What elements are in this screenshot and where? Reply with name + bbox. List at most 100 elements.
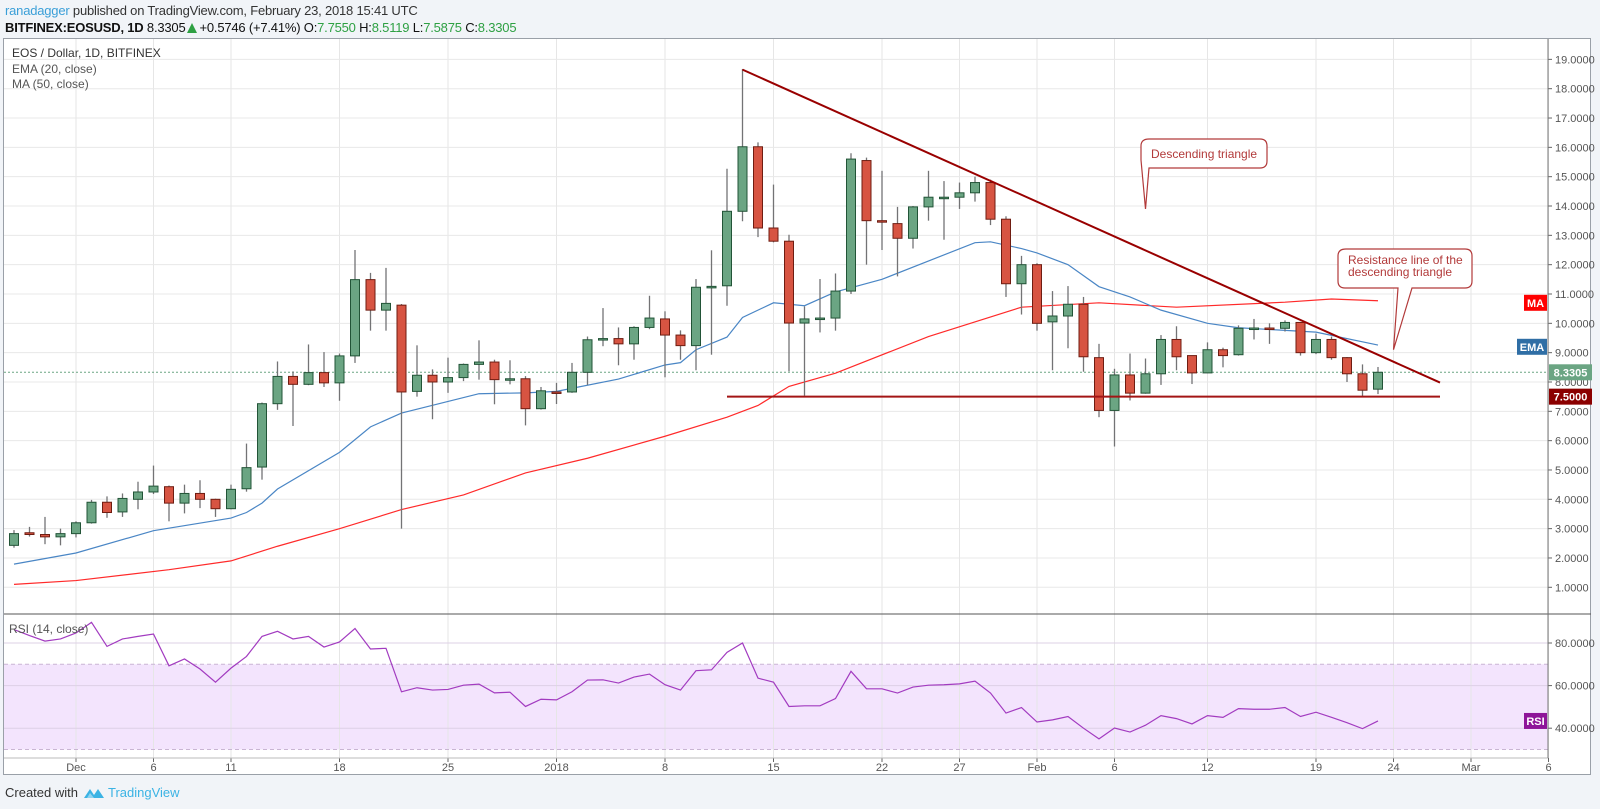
candle-down[interactable] bbox=[1078, 303, 1089, 358]
candle-up[interactable] bbox=[582, 339, 593, 373]
candle-down[interactable] bbox=[1094, 357, 1104, 411]
candle-down[interactable] bbox=[1001, 218, 1011, 285]
candle-up[interactable] bbox=[1202, 349, 1213, 374]
candle-up[interactable] bbox=[1233, 327, 1244, 356]
candle-up[interactable] bbox=[737, 146, 748, 212]
candle-up[interactable] bbox=[133, 491, 143, 500]
candle-down[interactable] bbox=[520, 378, 531, 410]
candle-down[interactable] bbox=[1187, 355, 1197, 374]
candle-down[interactable] bbox=[24, 532, 35, 536]
candle-up[interactable] bbox=[536, 390, 546, 410]
candle-up[interactable] bbox=[412, 374, 422, 392]
candle-down[interactable] bbox=[1342, 357, 1352, 375]
candle-down[interactable] bbox=[768, 227, 779, 242]
candle-down[interactable] bbox=[489, 361, 500, 381]
candle-down[interactable] bbox=[892, 223, 903, 239]
candle-up[interactable] bbox=[257, 403, 267, 468]
annotation-callout[interactable] bbox=[1140, 138, 1268, 209]
candle-up[interactable] bbox=[334, 355, 345, 384]
candle-down[interactable] bbox=[985, 182, 996, 220]
candle-up[interactable] bbox=[241, 467, 252, 490]
candle-down[interactable] bbox=[1357, 373, 1368, 391]
candle-up[interactable] bbox=[939, 196, 949, 200]
chart-frame[interactable] bbox=[3, 38, 1591, 775]
candle-up[interactable] bbox=[1140, 373, 1151, 394]
candle-up[interactable] bbox=[706, 285, 717, 289]
candle-up[interactable] bbox=[1063, 303, 1073, 317]
rsi-legend[interactable]: RSI (14, close) bbox=[9, 622, 89, 636]
candle-up[interactable] bbox=[799, 318, 810, 324]
candle-up[interactable] bbox=[474, 361, 484, 365]
candle-down[interactable] bbox=[102, 501, 112, 514]
candle-up[interactable] bbox=[71, 522, 81, 535]
author-link[interactable]: ranadagger bbox=[5, 3, 70, 18]
candle-down[interactable] bbox=[1171, 338, 1182, 358]
candle-down[interactable] bbox=[861, 160, 872, 222]
candle-up[interactable] bbox=[350, 279, 360, 357]
candle-down[interactable] bbox=[40, 534, 50, 538]
candle-down[interactable] bbox=[877, 220, 887, 223]
candle-up[interactable] bbox=[815, 317, 825, 321]
candle-down[interactable] bbox=[753, 146, 763, 229]
candle-down[interactable] bbox=[1218, 349, 1228, 357]
candle-up[interactable] bbox=[846, 158, 856, 292]
candle-up[interactable] bbox=[908, 206, 918, 239]
candle-up[interactable] bbox=[179, 492, 190, 504]
candle-up[interactable] bbox=[954, 192, 965, 198]
candle-up[interactable] bbox=[1156, 338, 1166, 375]
candle-up[interactable] bbox=[381, 302, 391, 311]
candle-down[interactable] bbox=[1032, 264, 1042, 324]
tradingview-link[interactable]: TradingView bbox=[107, 785, 180, 800]
candle-up[interactable] bbox=[1249, 327, 1259, 331]
candle-down[interactable] bbox=[551, 391, 562, 394]
candle-up[interactable] bbox=[629, 326, 639, 345]
annotation-callout[interactable] bbox=[1337, 248, 1473, 350]
candle-up[interactable] bbox=[567, 371, 577, 393]
candle-up[interactable] bbox=[1373, 371, 1383, 390]
candle-up[interactable] bbox=[722, 210, 732, 287]
candle-up[interactable] bbox=[272, 375, 283, 405]
candle-down[interactable] bbox=[396, 304, 407, 393]
candle-up[interactable] bbox=[598, 338, 608, 341]
candle-down[interactable] bbox=[1326, 338, 1337, 359]
candle-down[interactable] bbox=[784, 240, 794, 324]
candle-up[interactable] bbox=[443, 377, 453, 383]
candle-up[interactable] bbox=[117, 497, 128, 513]
candle-down[interactable] bbox=[427, 374, 438, 383]
candle-up[interactable] bbox=[1109, 374, 1120, 411]
candle-up[interactable] bbox=[505, 378, 515, 381]
candle-down[interactable] bbox=[288, 375, 298, 385]
candle-down[interactable] bbox=[195, 492, 205, 500]
candle-up[interactable] bbox=[1047, 315, 1058, 323]
close-value: 8.3305 bbox=[477, 20, 517, 35]
candle-up[interactable] bbox=[148, 485, 159, 493]
candle-down[interactable] bbox=[660, 318, 670, 336]
candle-down[interactable] bbox=[319, 372, 329, 384]
candle-up[interactable] bbox=[691, 286, 701, 347]
candle-down[interactable] bbox=[1264, 327, 1275, 331]
candle-up[interactable] bbox=[644, 317, 655, 328]
descending-trendline[interactable] bbox=[742, 68, 1441, 384]
candle-down[interactable] bbox=[675, 334, 686, 347]
ema-legend[interactable]: EMA (20, close) bbox=[12, 62, 97, 76]
candle-down[interactable] bbox=[1125, 374, 1135, 394]
candle-up[interactable] bbox=[55, 533, 66, 538]
candle-up[interactable] bbox=[830, 290, 841, 319]
candle-down[interactable] bbox=[613, 338, 624, 345]
ma-legend[interactable]: MA (50, close) bbox=[12, 77, 89, 91]
candle-down[interactable] bbox=[1295, 321, 1306, 354]
candle-up[interactable] bbox=[226, 488, 236, 510]
candle-up[interactable] bbox=[1280, 321, 1290, 329]
candle-up[interactable] bbox=[923, 196, 934, 208]
candle-up[interactable] bbox=[9, 533, 19, 546]
candle-down[interactable] bbox=[210, 498, 221, 510]
candle-up[interactable] bbox=[970, 182, 980, 194]
candle-up[interactable] bbox=[458, 363, 469, 379]
candle-up[interactable] bbox=[1311, 338, 1321, 354]
candle-up[interactable] bbox=[1016, 264, 1027, 285]
candle-up[interactable] bbox=[86, 501, 97, 524]
candle-up[interactable] bbox=[303, 372, 314, 385]
candle-down[interactable] bbox=[164, 486, 174, 504]
candle-down[interactable] bbox=[365, 279, 376, 311]
